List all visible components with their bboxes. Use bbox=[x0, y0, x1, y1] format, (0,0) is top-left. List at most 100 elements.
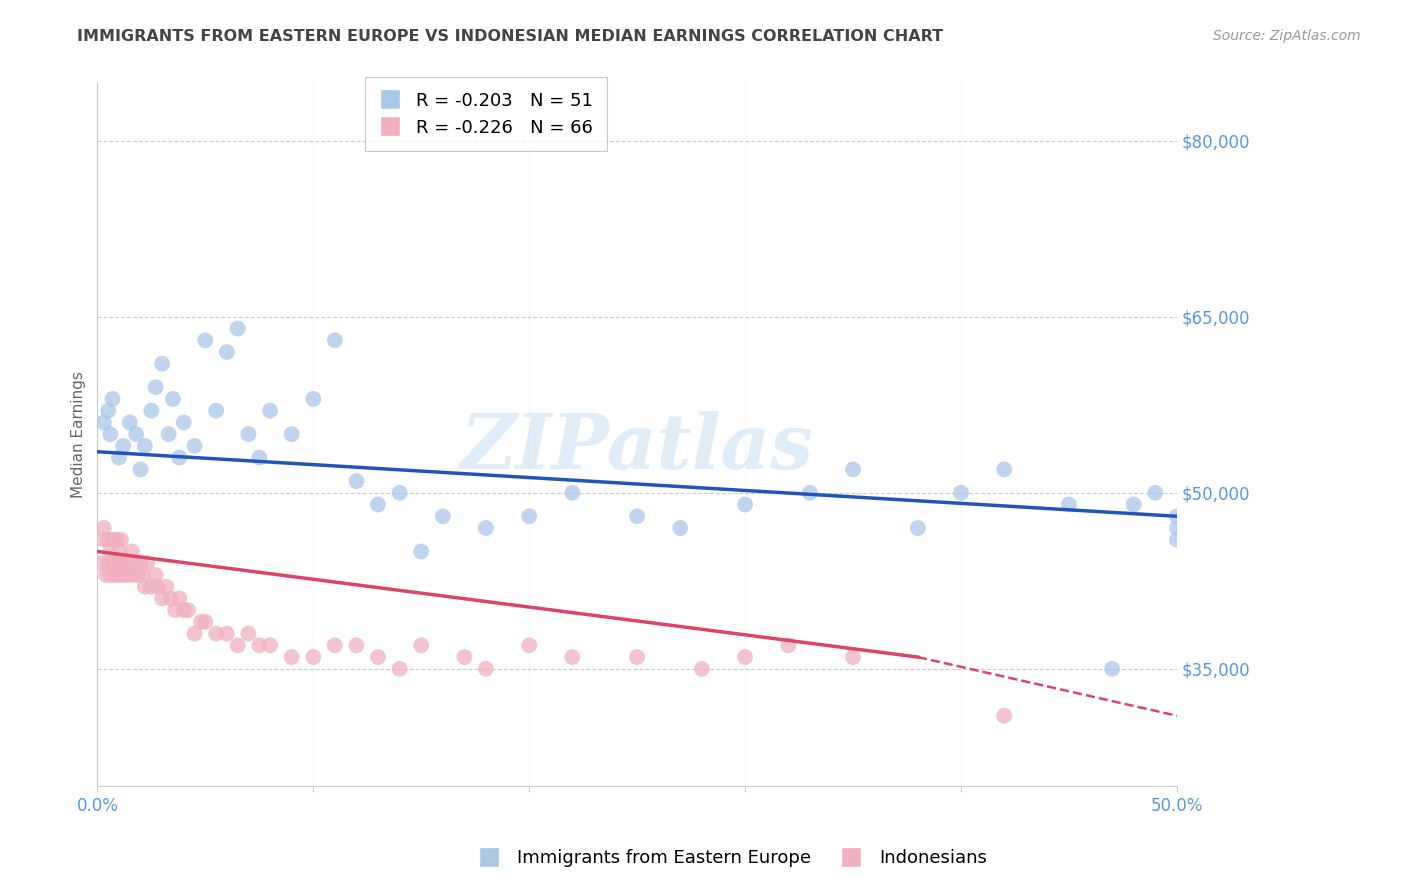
Point bbox=[146, 580, 169, 594]
Point bbox=[173, 416, 195, 430]
Point bbox=[734, 498, 756, 512]
Point bbox=[432, 509, 454, 524]
Point bbox=[118, 556, 141, 570]
Point bbox=[475, 662, 498, 676]
Point bbox=[1101, 662, 1123, 676]
Point bbox=[259, 638, 281, 652]
Point bbox=[993, 462, 1015, 476]
Point bbox=[177, 603, 200, 617]
Point bbox=[131, 568, 153, 582]
Legend: Immigrants from Eastern Europe, Indonesians: Immigrants from Eastern Europe, Indonesi… bbox=[468, 842, 994, 874]
Point bbox=[517, 638, 540, 652]
Point bbox=[129, 462, 152, 476]
Point bbox=[162, 392, 184, 406]
Point bbox=[1122, 498, 1144, 512]
Point bbox=[215, 345, 238, 359]
Point bbox=[561, 650, 583, 665]
Point bbox=[799, 485, 821, 500]
Point bbox=[110, 556, 132, 570]
Point bbox=[346, 638, 368, 652]
Point bbox=[125, 427, 148, 442]
Point bbox=[145, 568, 167, 582]
Point bbox=[1166, 533, 1188, 547]
Point bbox=[626, 509, 648, 524]
Point bbox=[104, 533, 127, 547]
Point bbox=[842, 650, 865, 665]
Point bbox=[118, 416, 141, 430]
Point bbox=[1166, 509, 1188, 524]
Point bbox=[105, 533, 128, 547]
Point bbox=[205, 626, 228, 640]
Point bbox=[105, 556, 128, 570]
Point bbox=[778, 638, 800, 652]
Point bbox=[159, 591, 181, 606]
Point bbox=[155, 580, 177, 594]
Point bbox=[122, 568, 145, 582]
Point bbox=[114, 556, 136, 570]
Point bbox=[388, 662, 411, 676]
Point bbox=[98, 568, 121, 582]
Point bbox=[108, 450, 131, 465]
Point bbox=[259, 403, 281, 417]
Point bbox=[93, 416, 115, 430]
Point bbox=[112, 568, 135, 582]
Point bbox=[323, 333, 346, 347]
Point bbox=[112, 439, 135, 453]
Point bbox=[165, 603, 187, 617]
Point bbox=[302, 392, 325, 406]
Point bbox=[190, 615, 212, 629]
Point bbox=[411, 638, 433, 652]
Point bbox=[669, 521, 692, 535]
Point bbox=[323, 638, 346, 652]
Point bbox=[117, 568, 139, 582]
Point bbox=[302, 650, 325, 665]
Point bbox=[205, 403, 228, 417]
Point bbox=[388, 485, 411, 500]
Point bbox=[101, 533, 124, 547]
Point bbox=[247, 450, 270, 465]
Point bbox=[247, 638, 270, 652]
Text: Source: ZipAtlas.com: Source: ZipAtlas.com bbox=[1213, 29, 1361, 43]
Point bbox=[1144, 485, 1167, 500]
Point bbox=[238, 626, 260, 640]
Point bbox=[215, 626, 238, 640]
Text: IMMIGRANTS FROM EASTERN EUROPE VS INDONESIAN MEDIAN EARNINGS CORRELATION CHART: IMMIGRANTS FROM EASTERN EUROPE VS INDONE… bbox=[77, 29, 943, 44]
Point bbox=[907, 521, 929, 535]
Point bbox=[110, 533, 132, 547]
Point bbox=[93, 521, 115, 535]
Point bbox=[136, 556, 159, 570]
Point bbox=[346, 474, 368, 488]
Point bbox=[134, 439, 156, 453]
Point bbox=[98, 427, 121, 442]
Point bbox=[690, 662, 713, 676]
Point bbox=[734, 650, 756, 665]
Point bbox=[950, 485, 973, 500]
Point bbox=[121, 544, 143, 558]
Point bbox=[367, 498, 389, 512]
Point bbox=[194, 615, 217, 629]
Point bbox=[150, 591, 173, 606]
Legend: R = -0.203   N = 51, R = -0.226   N = 66: R = -0.203 N = 51, R = -0.226 N = 66 bbox=[366, 77, 607, 151]
Text: ZIPatlas: ZIPatlas bbox=[461, 411, 814, 485]
Point bbox=[141, 403, 163, 417]
Point bbox=[98, 544, 121, 558]
Point bbox=[108, 568, 131, 582]
Point bbox=[101, 392, 124, 406]
Point bbox=[280, 427, 302, 442]
Point bbox=[173, 603, 195, 617]
Point bbox=[97, 533, 120, 547]
Point bbox=[280, 650, 302, 665]
Point bbox=[226, 321, 249, 335]
Point bbox=[517, 509, 540, 524]
Point bbox=[194, 333, 217, 347]
Point bbox=[561, 485, 583, 500]
Point bbox=[367, 650, 389, 665]
Point bbox=[108, 544, 131, 558]
Point bbox=[157, 427, 180, 442]
Point bbox=[169, 591, 191, 606]
Point bbox=[993, 708, 1015, 723]
Point bbox=[134, 580, 156, 594]
Point bbox=[97, 556, 120, 570]
Point bbox=[145, 380, 167, 394]
Point bbox=[453, 650, 475, 665]
